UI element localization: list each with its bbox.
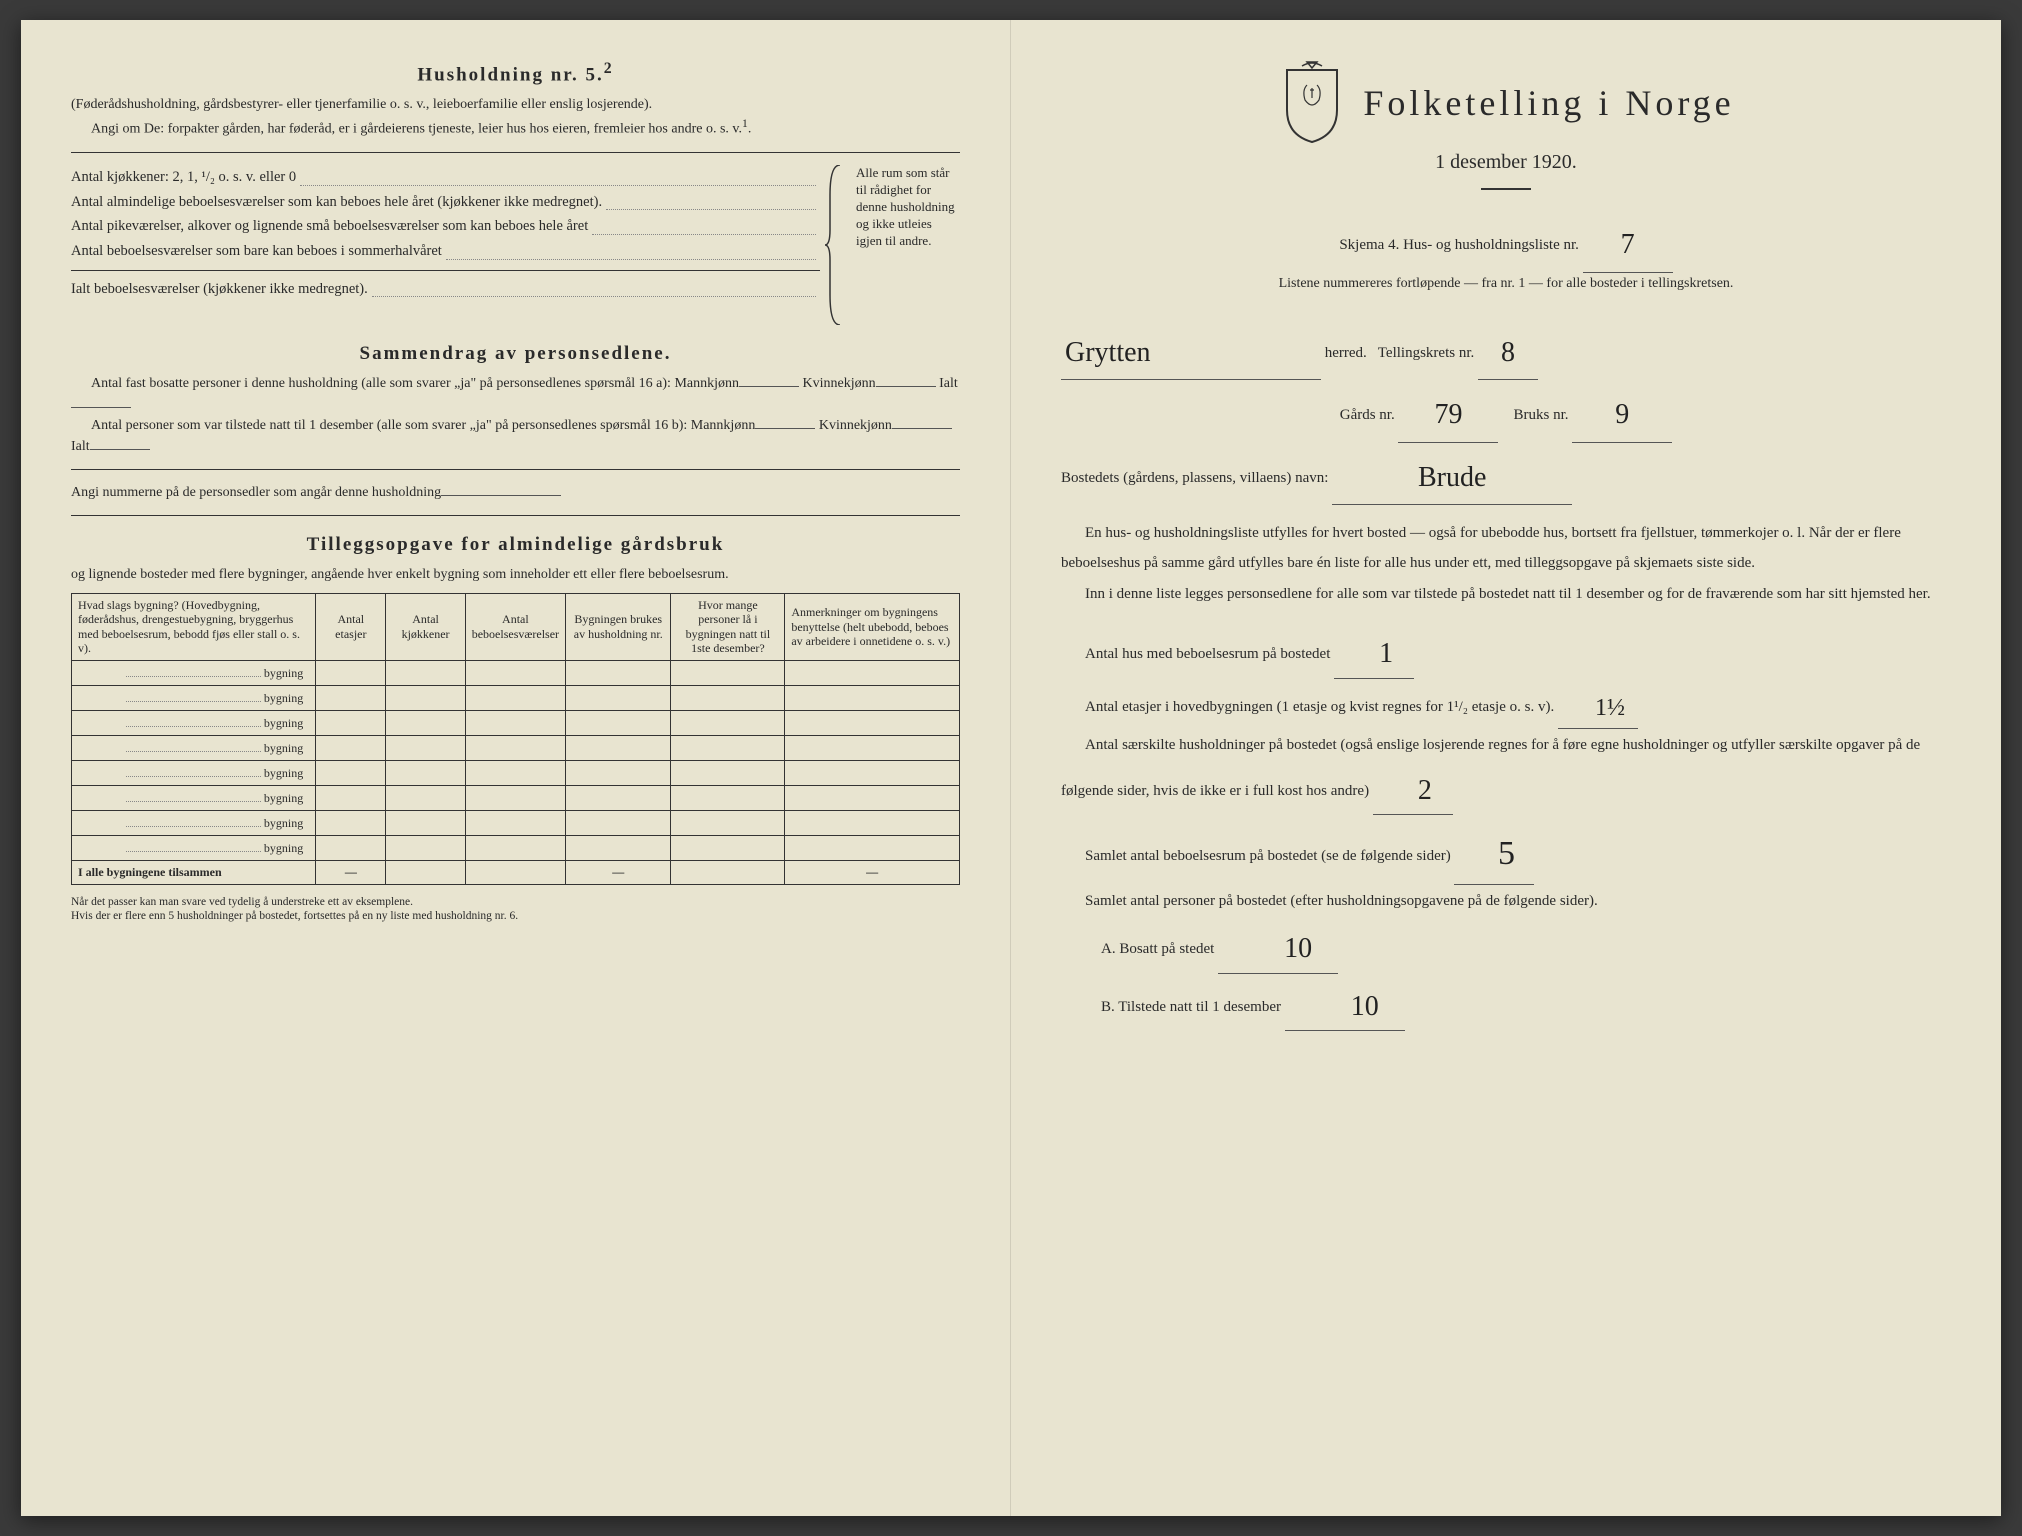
saerskilte-value: 2 xyxy=(1414,775,1436,806)
counts-block: Antal hus med beboelsesrum på bostedet 1… xyxy=(1061,623,1951,1031)
table-row: bygning xyxy=(72,660,960,685)
th-brukes: Bygningen brukes av husholdning nr. xyxy=(566,593,671,660)
ialt-rooms-label: Ialt beboelsesværelser (kjøkkener ikke m… xyxy=(71,277,368,302)
document-spread: Husholdning nr. 5.2 (Føderådshusholdning… xyxy=(21,20,2001,1516)
gards-line: Gårds nr. 79 Bruks nr. 9 xyxy=(1061,380,1951,443)
table-row: bygning xyxy=(72,760,960,785)
rooms-block: Antal kjøkkener: 2, 1, ¹/₂ o. s. v. elle… xyxy=(71,165,960,325)
bruks-value: 9 xyxy=(1611,399,1633,430)
etasjer-line: Antal etasjer i hovedbygningen (1 etasje… xyxy=(1061,681,1951,729)
th-beboelse: Antal beboelsesværelser xyxy=(465,593,565,660)
census-date: 1 desember 1920. xyxy=(1061,151,1951,174)
bosatt-line: A. Bosatt på stedet 10 xyxy=(1061,918,1951,974)
tillegg-sub: og lignende bosteder med flere bygninger… xyxy=(71,564,960,585)
table-header-row: Hvad slags bygning? (Hovedbygning, føder… xyxy=(72,593,960,660)
alm-rooms-label: Antal almindelige beboelsesværelser som … xyxy=(71,190,602,215)
gards-value: 79 xyxy=(1430,399,1466,430)
bosted-line: Bostedets (gårdens, plassens, villaens) … xyxy=(1061,443,1951,506)
tillegg-title: Tilleggsopgave for almindelige gårdsbruk xyxy=(71,534,960,556)
saerskilte-line: Antal særskilte husholdninger på bostede… xyxy=(1061,731,1951,816)
bosted-value: Brude xyxy=(1414,462,1490,493)
listene-note: Listene nummereres fortløpende — fra nr.… xyxy=(1061,273,1951,294)
right-page: Folketelling i Norge 1 desember 1920. Sk… xyxy=(1011,20,2001,1516)
samlet-pers-line: Samlet antal personer på bostedet (efter… xyxy=(1061,887,1951,916)
th-personer: Hvor mange personer lå i bygningen natt … xyxy=(671,593,785,660)
kjokkener-label: Antal kjøkkener: 2, 1, ¹/₂ o. s. v. elle… xyxy=(71,165,296,190)
th-bygning: Hvad slags bygning? (Hovedbygning, føder… xyxy=(72,593,316,660)
hus-line: Antal hus med beboelsesrum på bostedet 1 xyxy=(1061,623,1951,679)
husholdning-note: (Føderådshusholdning, gårdsbestyrer- ell… xyxy=(71,94,960,115)
tilstede-value: 10 xyxy=(1347,991,1383,1022)
brace-text: Alle rum som står til rådighet for denne… xyxy=(850,165,960,325)
th-anmerk: Anmerkninger om bygningens benyttelse (h… xyxy=(785,593,960,660)
footnote: Når det passer kan man svare ved tydelig… xyxy=(71,895,960,925)
main-title: Folketelling i Norge xyxy=(1363,82,1734,124)
angi-text: Angi om De: forpakter gården, har føderå… xyxy=(71,115,960,140)
etasjer-value: 1½ xyxy=(1591,695,1629,721)
para1: En hus- og husholdningsliste utfylles fo… xyxy=(1061,519,1951,578)
coat-of-arms-icon xyxy=(1277,60,1347,145)
herred-value: Grytten xyxy=(1061,337,1155,368)
table-total-row: I alle bygningene tilsammen——— xyxy=(72,860,960,884)
bosatt-value: 10 xyxy=(1280,933,1316,964)
sammendrag-line1: Antal fast bosatte personer i denne hush… xyxy=(71,373,960,415)
table-row: bygning xyxy=(72,835,960,860)
title-block: Folketelling i Norge 1 desember 1920. xyxy=(1061,60,1951,190)
angi-nummer: Angi nummerne på de personsedler som ang… xyxy=(71,482,960,503)
sammendrag-title: Sammendrag av personsedlene. xyxy=(71,343,960,365)
skjema-line: Skjema 4. Hus- og husholdningsliste nr. … xyxy=(1061,210,1951,273)
th-etasjer: Antal etasjer xyxy=(316,593,386,660)
herred-line: Grytten herred. Tellingskrets nr. 8 xyxy=(1061,318,1951,381)
para2: Inn i denne liste legges personsedlene f… xyxy=(1061,580,1951,609)
tilstede-line: B. Tilstede natt til 1 desember 10 xyxy=(1061,976,1951,1032)
sommer-rooms-label: Antal beboelsesværelser som bare kan beb… xyxy=(71,239,442,264)
table-row: bygning xyxy=(72,810,960,835)
table-row: bygning xyxy=(72,685,960,710)
hus-value: 1 xyxy=(1375,638,1397,669)
tellingskrets-value: 8 xyxy=(1497,337,1519,368)
husholdning-title: Husholdning nr. 5.2 xyxy=(71,60,960,86)
liste-nr-value: 7 xyxy=(1617,229,1639,260)
table-row: bygning xyxy=(72,735,960,760)
sammendrag-line2: Antal personer som var tilstede natt til… xyxy=(71,415,960,457)
table-row: bygning xyxy=(72,785,960,810)
brace-icon xyxy=(820,165,850,325)
divider xyxy=(71,152,960,153)
th-kjokken: Antal kjøkkener xyxy=(386,593,465,660)
samlet-rum-line: Samlet antal beboelsesrum på bostedet (s… xyxy=(1061,817,1951,884)
table-row: bygning xyxy=(72,710,960,735)
instructions: En hus- og husholdningsliste utfylles fo… xyxy=(1061,519,1951,609)
pike-rooms-label: Antal pikeværelser, alkover og lignende … xyxy=(71,214,588,239)
farm-table: Hvad slags bygning? (Hovedbygning, føder… xyxy=(71,593,960,885)
samlet-rum-value: 5 xyxy=(1494,835,1519,872)
left-page: Husholdning nr. 5.2 (Føderådshusholdning… xyxy=(21,20,1011,1516)
